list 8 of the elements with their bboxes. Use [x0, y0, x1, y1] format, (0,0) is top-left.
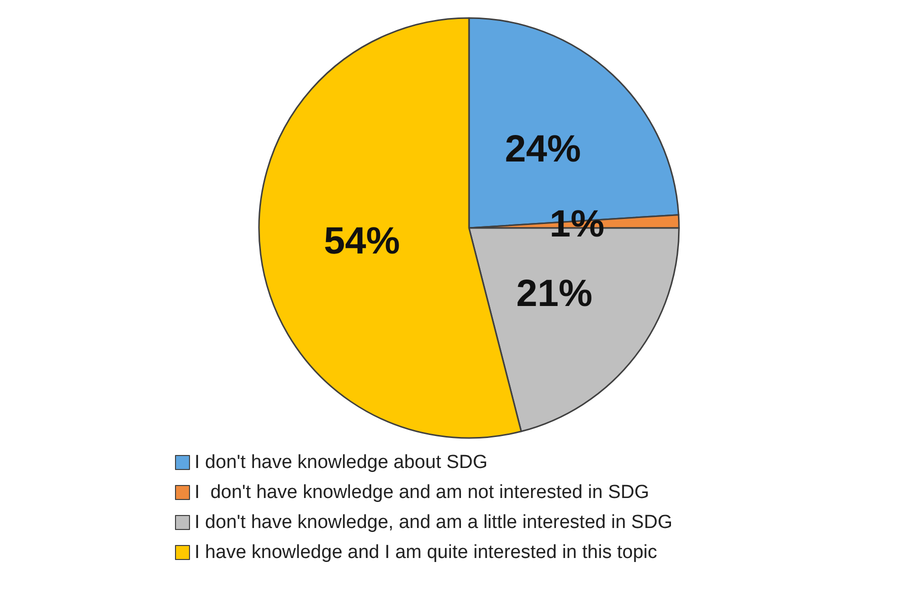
data-label: 1% — [549, 204, 604, 246]
legend-label: I don't have knowledge and am not interested in SDG — [194, 482, 650, 503]
data-label: 54% — [324, 220, 400, 263]
legend-label: I don't have knowledge, and am a little interested in SDG — [194, 512, 672, 533]
legend-label: I don't have knowledge about SDG — [194, 452, 488, 473]
data-label: 21% — [516, 273, 592, 316]
legend-label: I have knowledge and I am quite interested in this topic — [194, 542, 658, 563]
data-label: 24% — [504, 128, 581, 170]
